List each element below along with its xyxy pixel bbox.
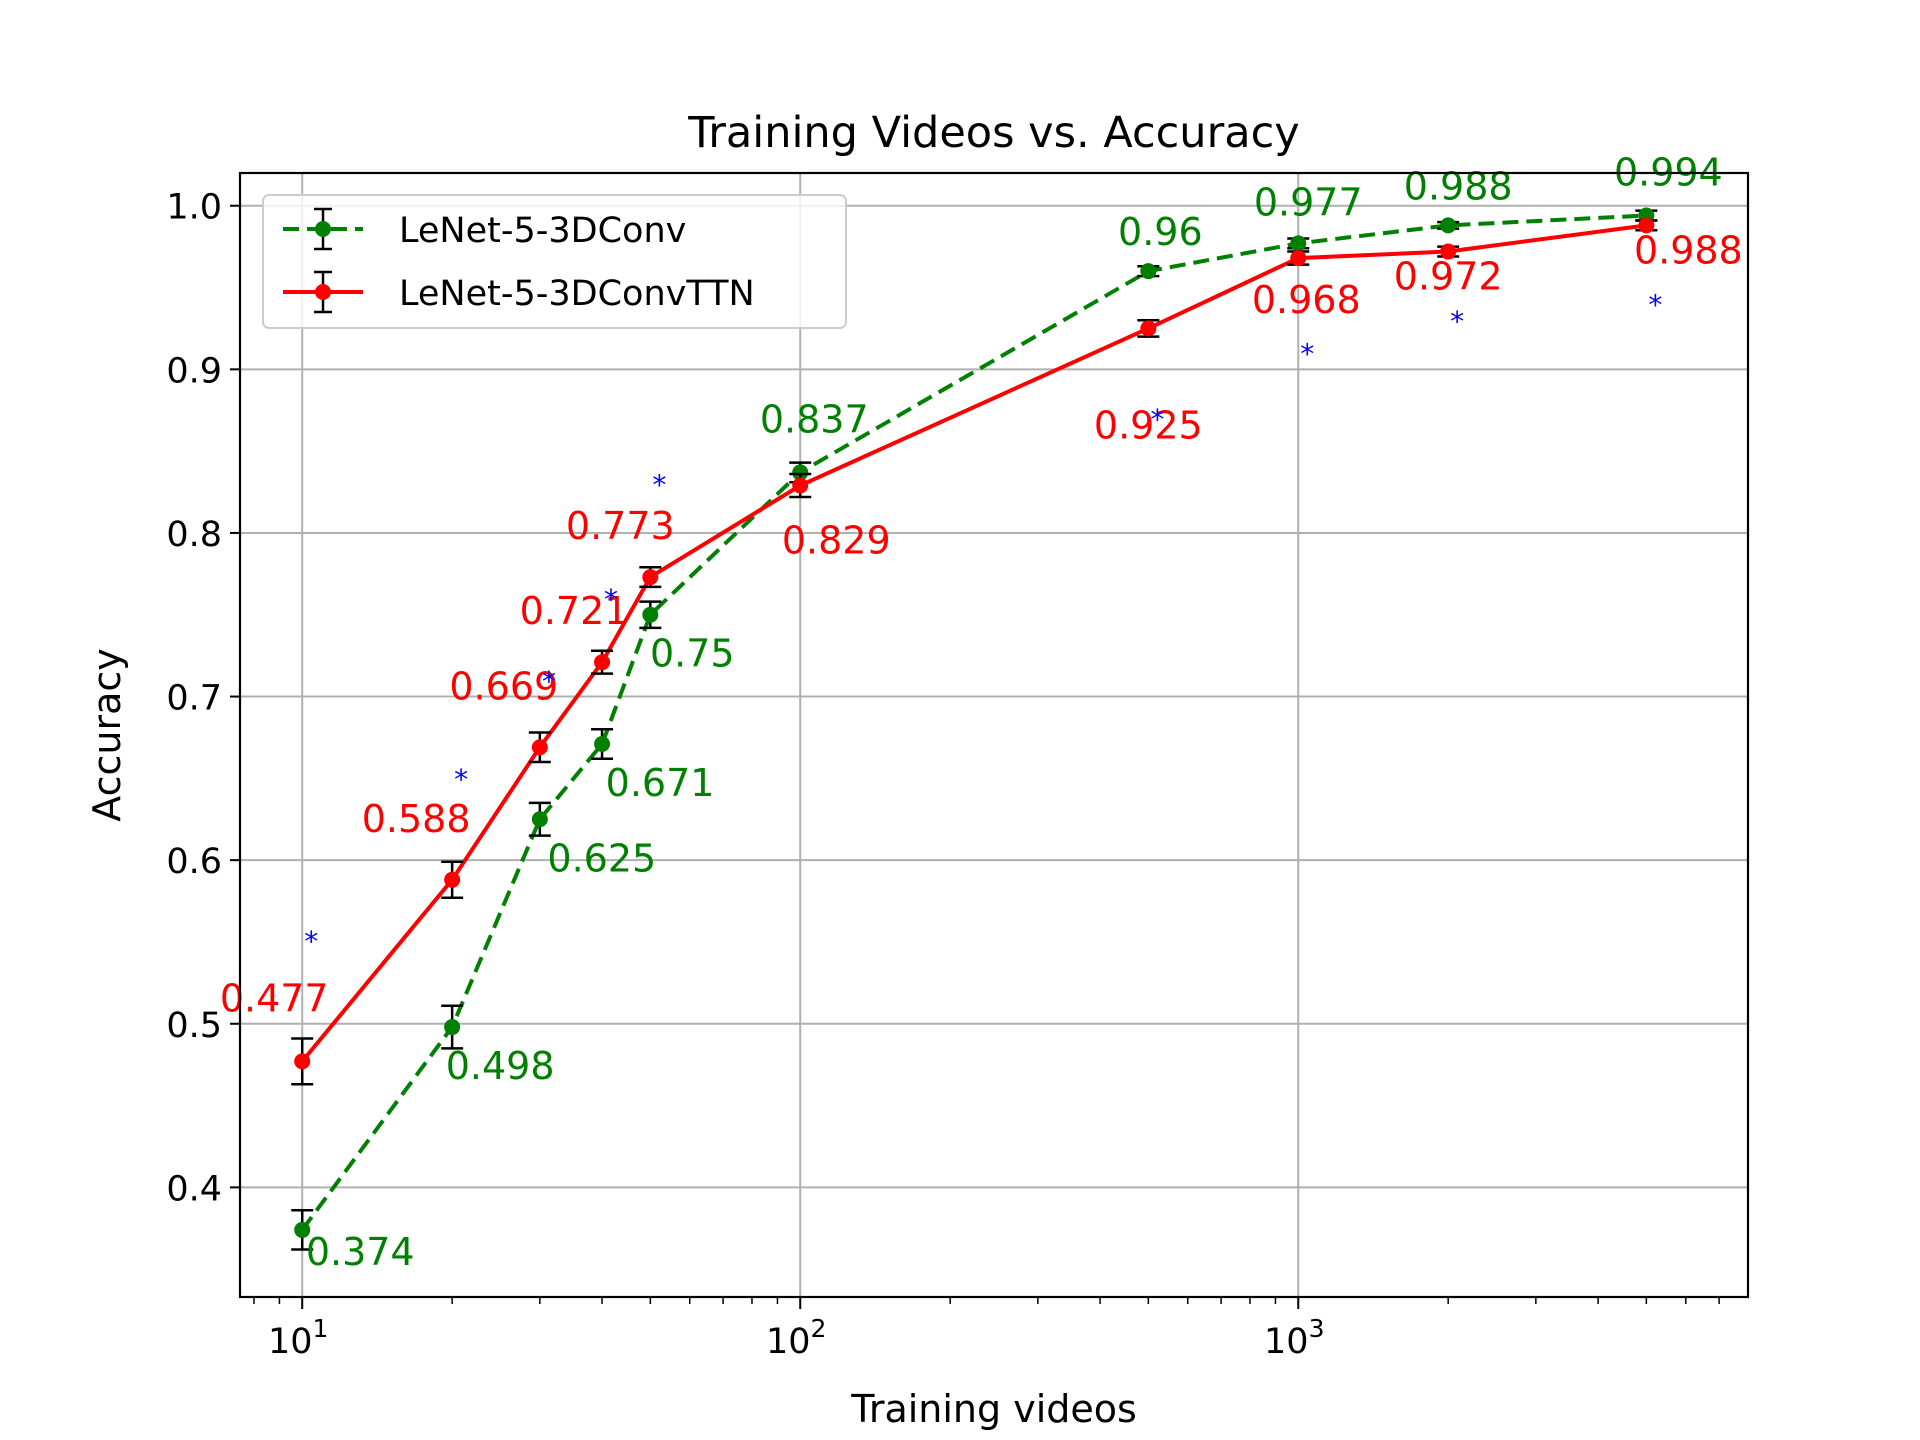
x-tick-base: 10 <box>1264 1322 1309 1362</box>
data-label: 0.96 <box>1118 210 1203 254</box>
data-point <box>294 1221 311 1238</box>
data-label: 0.977 <box>1254 180 1363 224</box>
data-label: 0.972 <box>1394 255 1503 299</box>
data-point <box>444 871 461 888</box>
x-tick-base: 10 <box>766 1322 811 1362</box>
legend-box <box>262 194 847 329</box>
data-point <box>1440 243 1457 260</box>
significance-marker: * <box>1450 305 1464 338</box>
plot-frame <box>238 171 1750 1299</box>
data-label: 0.988 <box>1404 164 1513 208</box>
y-tick-label: 0.8 <box>166 515 222 555</box>
data-point <box>792 464 809 481</box>
legend-marker <box>315 221 331 237</box>
chart-title: Training Videos vs. Accuracy <box>687 108 1299 158</box>
x-tick-exponent: 1 <box>313 1314 329 1343</box>
data-point <box>531 811 548 828</box>
legend-marker <box>315 284 331 300</box>
legend: LeNet-5-3DConv LeNet-5-3DConvTTN <box>262 194 847 329</box>
data-label: 0.829 <box>782 518 891 562</box>
data-point <box>1290 235 1307 252</box>
data-point <box>1638 217 1655 234</box>
data-label: 0.669 <box>449 664 558 708</box>
data-point <box>294 1053 311 1070</box>
data-label: 0.721 <box>520 589 629 633</box>
data-label: 0.988 <box>1634 228 1743 272</box>
y-tick-label: 0.4 <box>166 1169 222 1209</box>
data-point <box>594 654 611 671</box>
y-tick-label: 0.6 <box>166 842 222 882</box>
x-tick-base: 10 <box>268 1322 313 1362</box>
legend-label-0: LeNet-5-3DConv <box>399 211 686 251</box>
significance-marker: * <box>304 925 318 958</box>
data-point <box>594 735 611 752</box>
significance-marker: * <box>454 763 468 796</box>
x-tick-label: 101 <box>268 1314 328 1362</box>
y-tick-label: 0.5 <box>166 1006 222 1046</box>
data-point <box>792 477 809 494</box>
data-point <box>642 606 659 623</box>
significance-marker: * <box>1648 289 1662 322</box>
data-label: 0.588 <box>362 797 471 841</box>
data-point <box>444 1019 461 1036</box>
x-axis-label: Training videos <box>850 1387 1137 1431</box>
data-point <box>531 739 548 756</box>
significance-marker: * <box>652 469 666 502</box>
series-layer: 0.374 0.498 0.625 0.671 0.75 0.837 0.96 0.977 0.… <box>220 151 1743 1274</box>
data-label: 0.925 <box>1094 403 1203 447</box>
y-tick-label: 0.7 <box>166 679 222 719</box>
data-label: 0.773 <box>566 504 675 548</box>
data-label: 0.477 <box>220 976 329 1020</box>
data-point <box>1140 263 1157 280</box>
series-line-1 <box>300 223 1647 1063</box>
data-label: 0.75 <box>650 632 735 676</box>
x-tick-label: 102 <box>766 1314 826 1362</box>
data-label: 0.968 <box>1252 278 1361 322</box>
data-label: 0.498 <box>446 1044 555 1088</box>
data-label: 0.625 <box>547 836 656 880</box>
data-label: 0.837 <box>760 397 869 441</box>
data-label: 0.671 <box>606 761 715 805</box>
significance-marker: * <box>542 665 556 698</box>
data-label: 0.374 <box>306 1230 415 1274</box>
data-point <box>1290 250 1307 267</box>
legend-label-1: LeNet-5-3DConvTTN <box>399 274 755 314</box>
x-tick-exponent: 3 <box>1309 1314 1325 1343</box>
x-tick-exponent: 2 <box>811 1314 827 1343</box>
significance-marker: * <box>1300 338 1314 371</box>
grid <box>240 173 1748 1297</box>
data-point <box>1440 217 1457 234</box>
series-line-0 <box>300 213 1647 1232</box>
y-axis-label: Accuracy <box>85 648 129 822</box>
y-tick-label: 1.0 <box>166 188 222 228</box>
x-tick-label: 103 <box>1264 1314 1324 1362</box>
significance-marker: * <box>604 583 618 616</box>
data-point <box>642 569 659 586</box>
significance-marker: * <box>1150 403 1164 436</box>
y-tick-label: 0.9 <box>166 351 222 391</box>
data-point <box>1140 320 1157 337</box>
